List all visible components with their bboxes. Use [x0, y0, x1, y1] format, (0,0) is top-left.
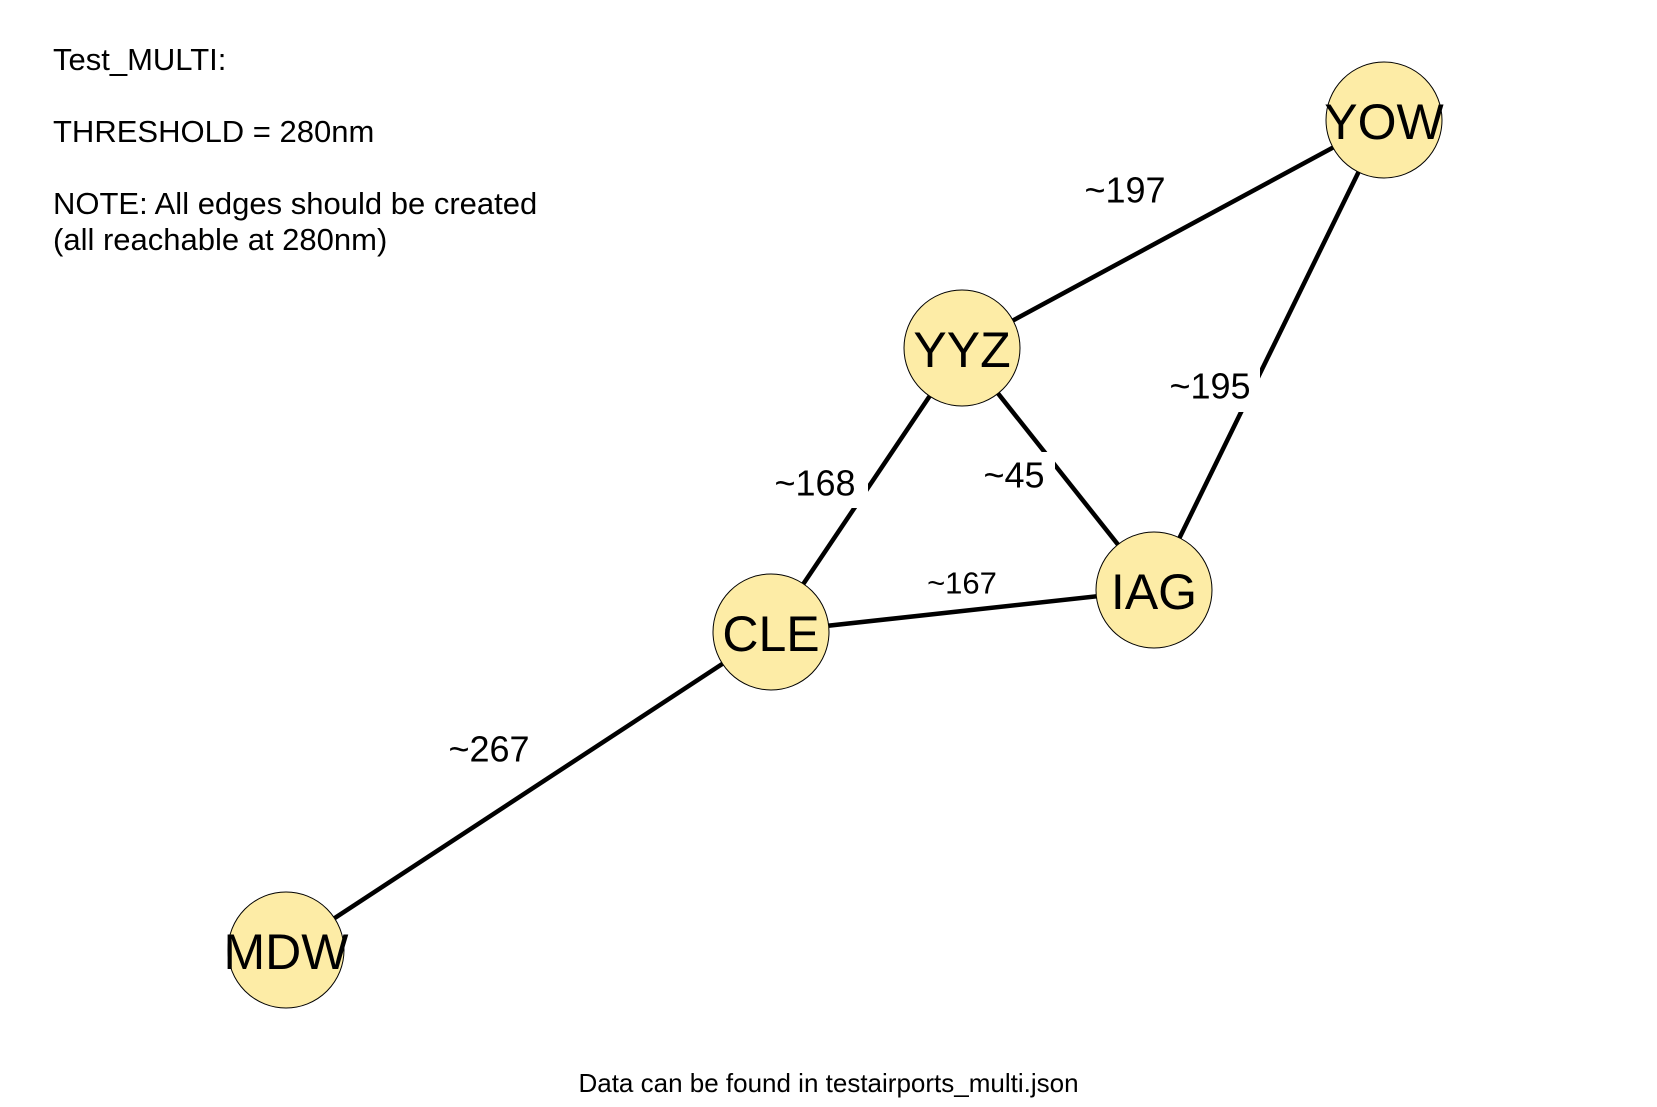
edges-layer [284, 118, 1387, 952]
threshold-text: THRESHOLD = 280nm [53, 114, 375, 149]
edge-label-yyz-cle: ~168 [774, 463, 855, 504]
edge-label-bg [973, 452, 1055, 500]
node-mdw: MDW [224, 891, 350, 1009]
node-yow: YOW [1324, 61, 1445, 179]
edge-mdw-cle [284, 630, 773, 952]
edge-label-yyz-yow: ~197 [1084, 170, 1165, 211]
edge-label-bg [440, 727, 540, 775]
edge-cle-iag [770, 587, 1155, 635]
note-line-2: (all reachable at 280nm) [53, 222, 388, 257]
edge-label-bg [1160, 364, 1260, 412]
node-label-iag: IAG [1111, 564, 1197, 620]
node-cle: CLE [712, 573, 830, 691]
edge-label-yyz-iag: ~45 [983, 455, 1044, 496]
edge-iag-yow [1151, 119, 1387, 591]
test-title: Test_MULTI: [53, 42, 227, 77]
note-line-1: NOTE: All edges should be created [53, 186, 538, 221]
node-label-yyz: YYZ [913, 322, 1010, 378]
edge-yyz-yow [960, 118, 1386, 350]
edge-labels-layer: ~197 ~195 ~168 ~45 ~167 ~267 [440, 163, 1260, 775]
data-source-footer: Data can be found in testairports_multi.… [578, 1068, 1079, 1098]
edge-label-bg [1075, 163, 1175, 211]
nodes-layer: YOW YYZ IAG CLE MDW [224, 61, 1445, 1009]
node-label-yow: YOW [1324, 94, 1444, 150]
notes-block: Test_MULTI: THRESHOLD = 280nm NOTE: All … [53, 42, 537, 258]
edge-label-iag-yow: ~195 [1169, 366, 1250, 407]
node-yyz: YYZ [903, 289, 1021, 407]
node-iag: IAG [1095, 531, 1213, 649]
node-label-cle: CLE [722, 606, 819, 662]
edge-label-cle-iag: ~167 [927, 566, 997, 601]
edge-label-mdw-cle: ~267 [448, 729, 529, 770]
node-label-mdw: MDW [224, 924, 350, 980]
edge-label-bg [768, 460, 868, 508]
